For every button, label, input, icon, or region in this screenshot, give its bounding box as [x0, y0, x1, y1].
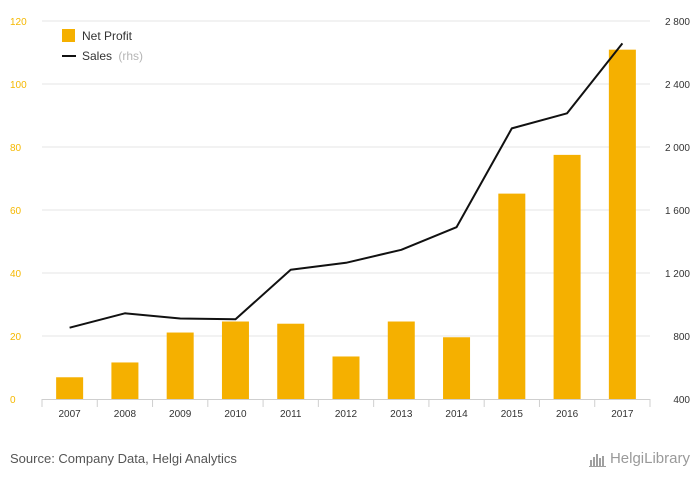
x-tick-label: 2017 [611, 409, 634, 420]
legend: Net Profit Sales (rhs) [62, 29, 143, 63]
x-axis: 2007 2008 2009 2010 2011 2012 2013 2014 2015 2016… [41, 399, 651, 420]
net-profit-bar [443, 337, 471, 399]
legend-net-profit-swatch [62, 29, 75, 42]
source-note: Source: Company Data, Helgi Analytics [10, 451, 237, 466]
net-profit-bar [608, 49, 636, 399]
legend-sales-name: Sales [82, 49, 112, 63]
net-profit-bar [387, 321, 415, 399]
chart-area: 2007 2008 2009 2010 2011 2012 2013 2014 2015 2016… [10, 17, 690, 420]
sales-line [69, 42, 624, 329]
y-left-tick-label: 100 [10, 80, 27, 91]
legend-net-profit-label: Net Profit [82, 29, 133, 43]
y-left-tick-label: 80 [10, 143, 22, 154]
net-profit-bar [111, 362, 139, 399]
net-profit-bar [332, 356, 360, 399]
x-tick-label: 2007 [59, 409, 82, 420]
net-profit-bar [277, 323, 305, 399]
y-right-tick-label: 2 800 [665, 17, 690, 28]
y-left-tick-label: 20 [10, 332, 22, 343]
library-logo-icon [588, 453, 606, 467]
y-right-tick-label: 400 [673, 395, 690, 406]
left-y-axis: 0 20 40 60 80 100 120 [10, 17, 27, 406]
x-tick-label: 2016 [556, 409, 579, 420]
x-tick-label: 2010 [224, 409, 247, 420]
y-left-tick-label: 120 [10, 17, 27, 28]
y-left-tick-label: 40 [10, 269, 22, 280]
net-profit-bar [553, 154, 581, 399]
x-tick-label: 2009 [169, 409, 192, 420]
y-right-tick-label: 800 [673, 332, 690, 343]
y-right-tick-label: 1 200 [665, 269, 690, 280]
y-right-tick-label: 2 400 [665, 80, 690, 91]
x-tick-label: 2008 [114, 409, 137, 420]
x-tick-label: 2012 [335, 409, 358, 420]
y-right-tick-label: 1 600 [665, 206, 690, 217]
net-profit-bar [498, 193, 526, 399]
legend-sales-suffix: (rhs) [118, 49, 143, 63]
y-left-tick-label: 0 [10, 395, 16, 406]
logo-text: HelgiLibrary [609, 450, 690, 467]
grid-lines [42, 20, 650, 337]
y-right-tick-label: 2 000 [665, 143, 690, 154]
net-profit-bars [56, 49, 636, 399]
x-tick-label: 2015 [501, 409, 524, 420]
right-y-axis: 400 800 1 200 1 600 2 000 2 400 2 800 [665, 17, 690, 406]
x-tick-label: 2011 [280, 409, 302, 420]
legend-sales-label: Sales (rhs) [82, 49, 143, 63]
helgi-library-logo: HelgiLibrary [588, 450, 690, 467]
net-profit-bar [221, 321, 249, 399]
x-tick-label: 2013 [390, 409, 413, 420]
sales-line-group [69, 42, 624, 329]
x-tick-label: 2014 [445, 409, 468, 420]
y-left-tick-label: 60 [10, 206, 22, 217]
net-profit-bar [166, 332, 194, 399]
net-profit-bar [56, 377, 84, 399]
